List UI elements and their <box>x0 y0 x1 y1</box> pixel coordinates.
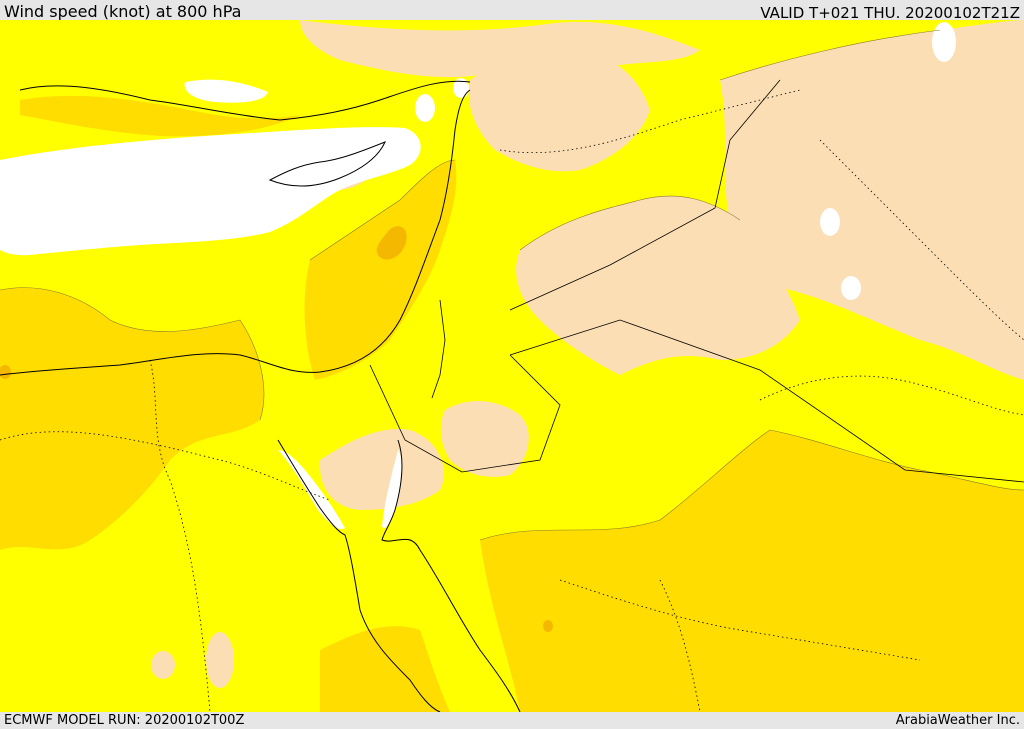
band-orange-southeast <box>480 430 1024 712</box>
band-dark-orange-spot-1 <box>376 226 407 260</box>
band-peach-negev <box>440 400 529 477</box>
wind-speed-map <box>0 20 1024 712</box>
band-white-lake-2 <box>841 276 861 300</box>
band-white-mediterranean <box>0 127 421 256</box>
band-peach-northeast <box>720 20 1024 380</box>
map-title: Wind speed (knot) at 800 hPa <box>4 2 242 21</box>
contour-lines <box>0 29 1024 541</box>
credit-label: ArabiaWeather Inc. <box>895 713 1020 728</box>
band-peach-spot-sw <box>151 651 175 679</box>
borders <box>369 79 1024 483</box>
coastlines <box>0 80 521 712</box>
band-peach-sinai <box>319 429 444 510</box>
band-white-red-sea-gulf <box>278 450 345 530</box>
band-white-lake-3 <box>932 22 956 62</box>
band-dark-orange-spot-3 <box>543 620 553 632</box>
band-white-aqaba <box>382 450 402 529</box>
band-white-lake-1 <box>820 208 840 236</box>
valid-time: VALID T+021 THU. 20200102T21Z <box>760 4 1020 22</box>
footer-bar: ECMWF MODEL RUN: 20200102T00Z ArabiaWeat… <box>0 712 1024 729</box>
band-orange-north-strip <box>20 95 300 137</box>
band-white-spot-levant <box>415 94 435 122</box>
band-peach-spot-west <box>206 632 234 688</box>
band-orange-west <box>0 287 264 550</box>
model-run: ECMWF MODEL RUN: 20200102T00Z <box>4 713 245 728</box>
band-peach-north-levant <box>468 53 650 172</box>
province-borders <box>0 89 1024 712</box>
band-orange-levant <box>304 160 457 380</box>
header-bar: Wind speed (knot) at 800 hPa VALID T+021… <box>0 0 1024 22</box>
band-dark-orange-spot-2 <box>0 365 11 379</box>
band-white-spot-north <box>453 78 469 98</box>
band-peach-turkey-coast <box>300 20 700 78</box>
map-canvas <box>0 20 1024 712</box>
band-white-north <box>184 79 268 103</box>
